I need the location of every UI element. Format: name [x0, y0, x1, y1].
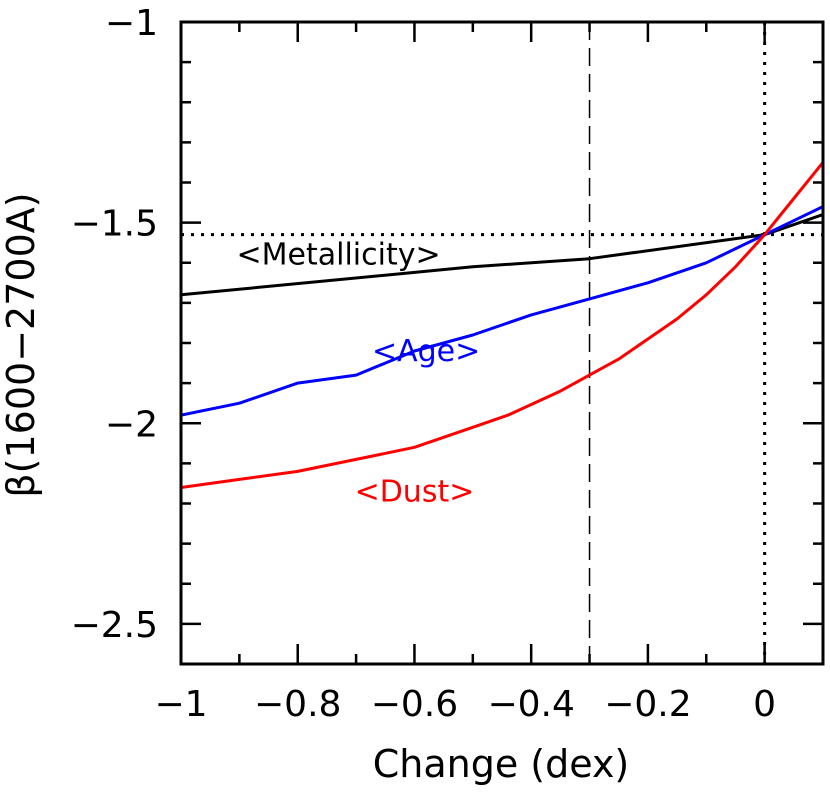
x-tick-label: −0.8: [254, 684, 341, 725]
y-tick-label: −2.5: [71, 605, 158, 646]
plot-frame: [179, 20, 825, 666]
x-tick-label: −0.4: [487, 684, 574, 725]
series-line-age: [181, 205, 823, 417]
series-label-metallicity: <Metallicity>: [237, 238, 441, 273]
series-line-metallicity: [181, 213, 823, 297]
y-axis-title: β(1600−2700A): [0, 192, 43, 497]
tick-marks: [179, 20, 825, 666]
series-labels: <Metallicity> <Age> <Dust>: [237, 238, 481, 510]
series-label-age: <Age>: [372, 334, 480, 369]
series-lines: [181, 161, 823, 489]
x-tick-label: 0: [753, 684, 776, 725]
y-tick-labels: −1 −1.5 −2 −2.5: [71, 3, 158, 646]
y-tick-label: −1.5: [71, 204, 158, 245]
y-tick-label: −2: [105, 404, 158, 445]
x-tick-label: −0.2: [604, 684, 691, 725]
x-tick-label: −0.6: [371, 684, 458, 725]
series-label-dust: <Dust>: [355, 474, 475, 509]
x-tick-labels: −1 −0.8 −0.6 −0.4 −0.2 0: [154, 684, 776, 725]
x-tick-label: −1: [154, 684, 207, 725]
x-axis-title: Change (dex): [373, 742, 630, 786]
reference-lines: [181, 22, 823, 664]
series-line-dust: [181, 161, 823, 489]
y-tick-label: −1: [105, 3, 158, 44]
